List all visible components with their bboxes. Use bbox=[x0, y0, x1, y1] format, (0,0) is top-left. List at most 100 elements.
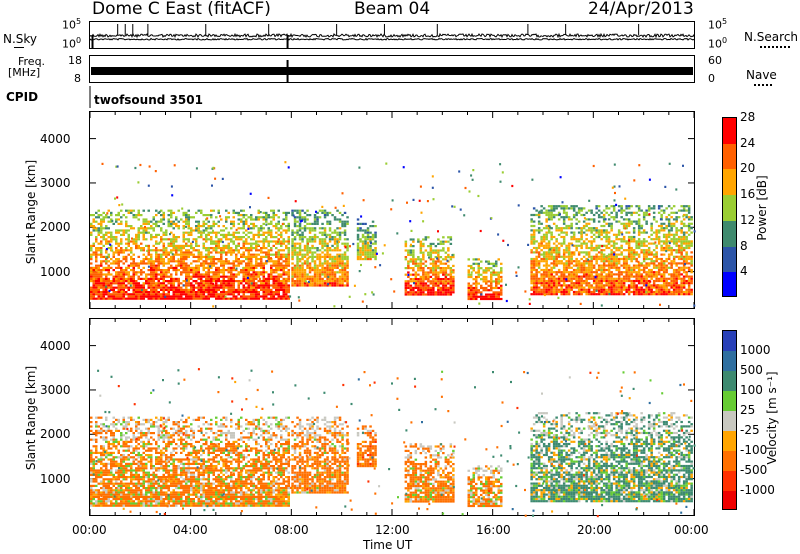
echo-cell bbox=[356, 244, 360, 247]
echo-cell bbox=[257, 240, 260, 243]
echo-cell bbox=[560, 273, 563, 276]
echo-cell bbox=[590, 249, 593, 252]
echo-cell bbox=[200, 280, 203, 283]
echo-cell bbox=[630, 253, 633, 256]
echo-cell bbox=[429, 289, 433, 292]
echo-cell bbox=[172, 227, 175, 230]
echo-cell bbox=[95, 247, 98, 250]
echo-cell bbox=[227, 249, 230, 252]
echo-cell bbox=[535, 275, 538, 278]
echo-cell bbox=[472, 289, 475, 292]
echo-cell bbox=[650, 286, 653, 289]
echo-cell bbox=[645, 213, 648, 217]
echo-cell bbox=[640, 282, 643, 285]
echo-cell bbox=[635, 220, 638, 223]
echo-cell bbox=[652, 231, 656, 234]
echo-cell bbox=[165, 247, 168, 250]
echo-cell bbox=[205, 277, 208, 280]
echo-cell bbox=[177, 280, 180, 283]
echo-cell bbox=[200, 286, 203, 289]
echo-cell bbox=[316, 255, 319, 258]
echo-cell bbox=[485, 275, 488, 279]
echo-cell bbox=[670, 211, 673, 214]
echo-cell bbox=[422, 245, 425, 248]
echo-cell bbox=[275, 291, 278, 294]
echo-cell bbox=[637, 220, 641, 223]
echo-cell bbox=[429, 242, 433, 245]
echo-cell bbox=[419, 289, 423, 292]
echo-cell bbox=[555, 207, 558, 210]
echo-cell bbox=[255, 216, 258, 219]
echo-cell bbox=[247, 275, 250, 278]
echo-cell bbox=[577, 251, 581, 254]
echo-cell bbox=[205, 297, 208, 300]
echo-cell bbox=[140, 284, 143, 287]
echo-cell bbox=[197, 275, 200, 278]
echo-cell bbox=[338, 227, 342, 230]
echo-cell bbox=[162, 211, 165, 214]
echo-cell bbox=[95, 220, 98, 223]
echo-cell bbox=[130, 258, 133, 261]
echo-cell bbox=[540, 240, 543, 243]
echo-cell bbox=[359, 251, 362, 254]
echo-cell bbox=[575, 213, 578, 217]
echo-cell bbox=[655, 284, 658, 287]
echo-cell bbox=[95, 297, 98, 300]
echo-cell bbox=[532, 262, 536, 265]
echo-cell bbox=[298, 229, 302, 232]
echo-cell bbox=[622, 293, 626, 296]
echo-cell bbox=[338, 211, 342, 214]
echo-cell bbox=[212, 280, 215, 283]
echo-cell bbox=[404, 286, 408, 289]
echo-cell bbox=[417, 262, 420, 265]
echo-cell bbox=[130, 282, 133, 285]
echo-cell bbox=[285, 280, 288, 283]
echo-cell bbox=[102, 238, 105, 241]
echo-cell bbox=[117, 229, 120, 232]
echo-cell bbox=[567, 286, 571, 289]
echo-cell bbox=[225, 233, 228, 236]
echo-cell bbox=[550, 268, 553, 272]
echo-cell bbox=[92, 266, 95, 269]
echo-cell bbox=[607, 255, 611, 258]
echo-cell bbox=[555, 240, 558, 243]
echo-cell bbox=[247, 266, 250, 269]
echo-cell bbox=[615, 255, 618, 258]
freq-band bbox=[91, 67, 693, 75]
echo-cell bbox=[617, 273, 621, 276]
echo-cell bbox=[602, 293, 606, 296]
echo-cell bbox=[652, 293, 656, 296]
echo-cell bbox=[597, 229, 601, 232]
echo-cell bbox=[147, 227, 150, 230]
echo-cell bbox=[482, 295, 485, 298]
echo-cell bbox=[409, 245, 413, 248]
echo-cell bbox=[107, 284, 110, 287]
echo-cell bbox=[567, 249, 571, 252]
echo-cell bbox=[662, 222, 666, 225]
echo-cell bbox=[602, 231, 606, 234]
echo-cell bbox=[157, 269, 160, 272]
echo-cell bbox=[407, 275, 410, 278]
echo-cell bbox=[197, 253, 200, 256]
echo-cell bbox=[265, 280, 268, 283]
echo-cell bbox=[245, 220, 248, 223]
echo-cell bbox=[650, 251, 653, 254]
echo-cell bbox=[316, 253, 319, 256]
echo-cell bbox=[270, 253, 273, 256]
echo-cell bbox=[632, 229, 636, 232]
echo-cell bbox=[182, 220, 185, 223]
echo-cell bbox=[570, 205, 573, 208]
echo-cell bbox=[535, 293, 538, 296]
echo-cell bbox=[409, 258, 413, 261]
echo-cell bbox=[270, 288, 273, 291]
echo-cell bbox=[429, 258, 433, 261]
echo-cell bbox=[167, 269, 170, 272]
echo-cell bbox=[313, 222, 317, 225]
echo-cell bbox=[597, 233, 601, 236]
echo-cell bbox=[296, 277, 299, 280]
echo-cell bbox=[197, 269, 200, 272]
echo-cell bbox=[303, 249, 307, 252]
echo-cell bbox=[346, 247, 349, 250]
echo-cell bbox=[105, 280, 108, 283]
echo-cell bbox=[120, 277, 123, 280]
